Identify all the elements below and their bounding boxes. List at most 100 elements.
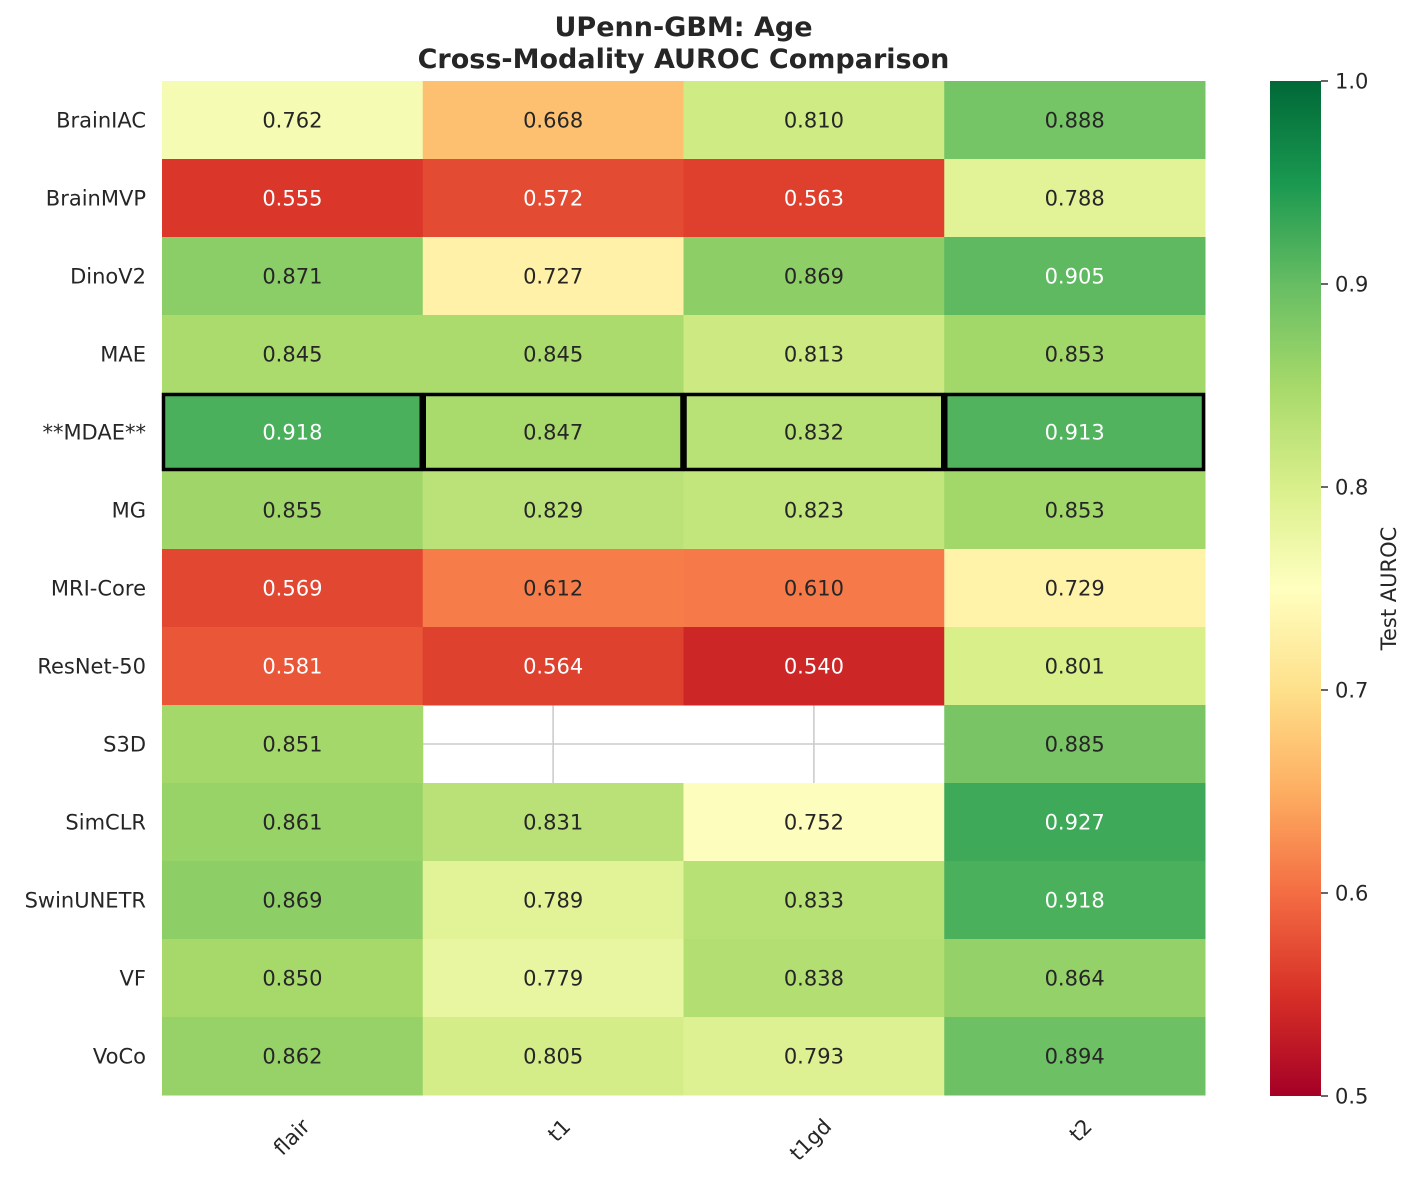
x-tick-label: t2 — [1065, 1114, 1097, 1146]
cell-value-label: 0.801 — [1045, 655, 1105, 679]
cell-value-label: 0.555 — [262, 187, 322, 211]
cell-value-label: 0.813 — [784, 343, 844, 367]
y-tick-label: ResNet-50 — [37, 655, 146, 679]
cell-value-label: 0.833 — [784, 889, 844, 913]
heatmap-cell — [422, 471, 684, 550]
highlight-cell-border — [161, 392, 423, 472]
heatmap-cell — [162, 1017, 424, 1096]
heatmap-cell — [422, 159, 684, 238]
x-tick-label: t1 — [543, 1114, 575, 1146]
cell-value-label: 0.918 — [1045, 889, 1105, 913]
heatmap-cell — [422, 1017, 684, 1096]
colorbar-tick-label: 0.5 — [1335, 1085, 1368, 1109]
cell-value-label: 0.810 — [784, 109, 844, 133]
cell-value-label: 0.752 — [784, 811, 844, 835]
cell-value-label: 0.862 — [262, 1045, 322, 1069]
cell-value-label: 0.851 — [262, 733, 322, 757]
heatmap-cell — [683, 939, 945, 1018]
y-tick-label: BrainIAC — [56, 109, 146, 133]
heatmap-cell — [944, 393, 1206, 472]
cell-value-label: 0.894 — [1045, 1045, 1105, 1069]
heatmap-cell — [162, 549, 424, 628]
cell-value-label: 0.845 — [523, 343, 583, 367]
heatmap-cell — [422, 237, 684, 316]
heatmap-cell — [162, 783, 424, 862]
y-tick-label: S3D — [103, 733, 146, 757]
chart-title-line-2: Cross-Modality AUROC Comparison — [418, 44, 950, 75]
cell-value-label: 0.864 — [1045, 967, 1105, 991]
heatmap-cell — [683, 783, 945, 862]
cell-value-label: 0.888 — [1045, 109, 1105, 133]
heatmap-cell — [422, 549, 684, 628]
heatmap-cell — [944, 549, 1206, 628]
heatmap-cell — [944, 783, 1206, 862]
heatmap-cell — [422, 939, 684, 1018]
y-tick-label: MRI-Core — [51, 577, 146, 601]
cell-value-label: 0.847 — [523, 421, 583, 445]
y-tick-label: SwinUNETR — [25, 889, 146, 913]
cell-value-label: 0.831 — [523, 811, 583, 835]
heatmap-cell — [162, 315, 424, 394]
colorbar-tick-label: 1.0 — [1335, 70, 1368, 94]
cell-value-label: 0.563 — [784, 187, 844, 211]
heatmap-cell — [422, 393, 684, 472]
heatmap-cell — [944, 705, 1206, 784]
heatmap-cell — [683, 471, 945, 550]
cell-value-label: 0.853 — [1045, 499, 1105, 523]
heatmap-cell — [683, 627, 945, 706]
heatmap-cell — [683, 315, 945, 394]
cell-value-label: 0.581 — [262, 655, 322, 679]
cell-value-label: 0.869 — [262, 889, 322, 913]
highlight-cell-border — [422, 392, 684, 472]
heatmap-cell — [162, 159, 424, 238]
cell-value-label: 0.838 — [784, 967, 844, 991]
heatmap-cell — [944, 81, 1206, 160]
y-tick-label: BrainMVP — [46, 187, 146, 211]
highlight-cell-border — [683, 392, 945, 472]
heatmap-cell — [683, 237, 945, 316]
heatmap-cell — [422, 627, 684, 706]
heatmap-cell — [422, 861, 684, 940]
cell-value-label: 0.779 — [523, 967, 583, 991]
cell-value-label: 0.885 — [1045, 733, 1105, 757]
heatmap-cell — [944, 159, 1206, 238]
cell-value-label: 0.569 — [262, 577, 322, 601]
x-tick-label: t1gd — [785, 1114, 836, 1165]
cell-value-label: 0.564 — [523, 655, 583, 679]
cell-value-label: 0.788 — [1045, 187, 1105, 211]
heatmap-cell — [162, 705, 424, 784]
cell-value-label: 0.832 — [784, 421, 844, 445]
cell-value-label: 0.668 — [523, 109, 583, 133]
cell-value-label: 0.572 — [523, 187, 583, 211]
heatmap-cell — [683, 1017, 945, 1096]
y-tick-label: SimCLR — [65, 811, 146, 835]
heatmap-cell — [944, 627, 1206, 706]
cell-value-label: 0.789 — [523, 889, 583, 913]
colorbar-tick-label: 0.9 — [1335, 273, 1368, 297]
heatmap-cell — [162, 939, 424, 1018]
heatmap-cell — [162, 237, 424, 316]
highlight-cell-border — [944, 392, 1206, 472]
cell-value-label: 0.805 — [523, 1045, 583, 1069]
colorbar-tick-label: 0.7 — [1335, 679, 1368, 703]
cell-value-label: 0.845 — [262, 343, 322, 367]
y-tick-label: MG — [112, 499, 146, 523]
cell-value-label: 0.918 — [262, 421, 322, 445]
heatmap-cell — [422, 315, 684, 394]
cell-value-label: 0.729 — [1045, 577, 1105, 601]
cell-value-label: 0.871 — [262, 265, 322, 289]
heatmap-cell — [683, 159, 945, 238]
heatmap-cell — [162, 627, 424, 706]
colorbar-gradient — [1270, 81, 1321, 1096]
cell-value-label: 0.850 — [262, 967, 322, 991]
cell-value-label: 0.829 — [523, 499, 583, 523]
cell-value-label: 0.823 — [784, 499, 844, 523]
heatmap-cell — [944, 237, 1206, 316]
x-tick-label: flair — [269, 1114, 315, 1160]
y-tick-label: MAE — [100, 343, 146, 367]
cell-value-label: 0.861 — [262, 811, 322, 835]
cell-value-label: 0.793 — [784, 1045, 844, 1069]
cell-value-label: 0.610 — [784, 577, 844, 601]
